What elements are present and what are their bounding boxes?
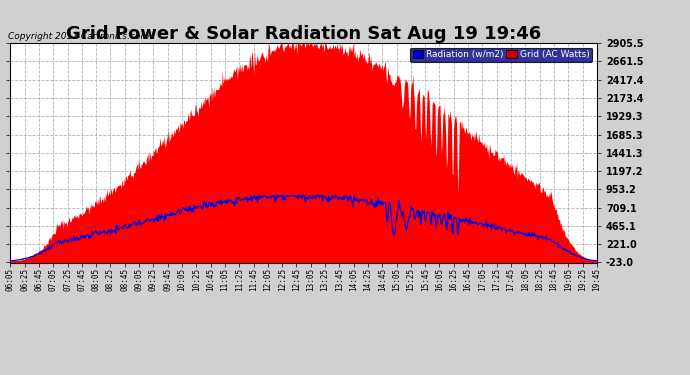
Legend: Radiation (w/m2), Grid (AC Watts): Radiation (w/m2), Grid (AC Watts) bbox=[410, 48, 592, 62]
Text: Copyright 2017 Cartronics.com: Copyright 2017 Cartronics.com bbox=[8, 32, 150, 41]
Title: Grid Power & Solar Radiation Sat Aug 19 19:46: Grid Power & Solar Radiation Sat Aug 19 … bbox=[66, 25, 541, 43]
